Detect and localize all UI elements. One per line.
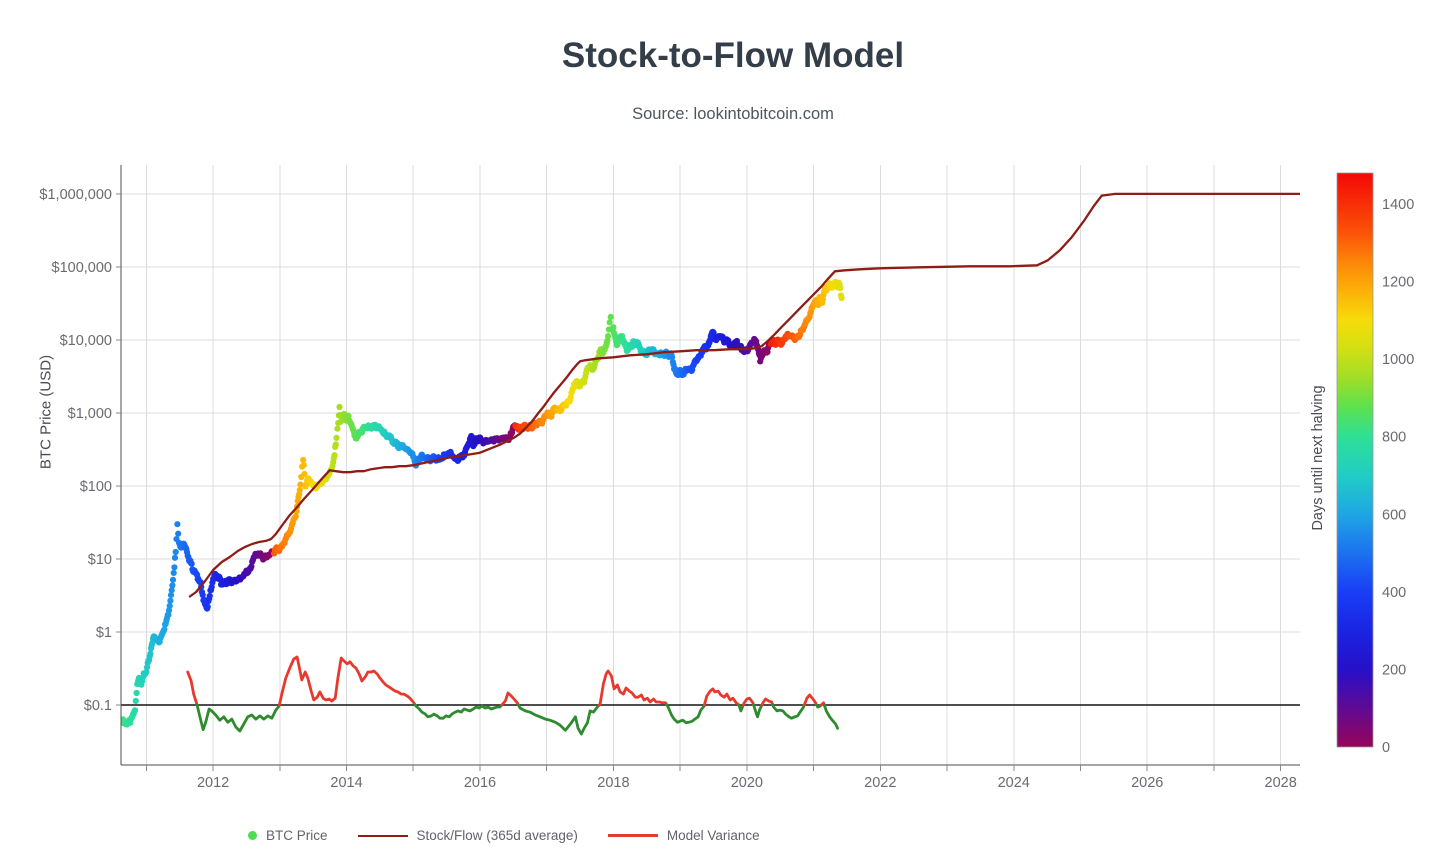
x-tick-label: 2022 bbox=[864, 775, 896, 791]
x-tick-label: 2024 bbox=[998, 775, 1030, 791]
legend-item-stock-flow[interactable]: Stock/Flow (365d average) bbox=[357, 828, 578, 843]
legend-label-btc-price: BTC Price bbox=[266, 828, 328, 843]
legend-item-btc-price[interactable]: BTC Price bbox=[248, 828, 328, 843]
y-tick-label: $10,000 bbox=[60, 333, 112, 349]
stock-flow-line-series[interactable] bbox=[188, 192, 1300, 598]
colorbar-tick-label: 800 bbox=[1382, 430, 1406, 446]
colorbar-tick-label: 1200 bbox=[1382, 275, 1414, 291]
colorbar-tick-label: 600 bbox=[1382, 507, 1406, 523]
colorbar-tick-label: 1400 bbox=[1382, 197, 1414, 213]
model-variance-series[interactable] bbox=[186, 655, 839, 736]
y-tick-label: $0.1 bbox=[84, 698, 112, 714]
colorbar-tick-label: 400 bbox=[1382, 585, 1406, 601]
legend: BTC Price Stock/Flow (365d average) Mode… bbox=[248, 828, 760, 843]
y-tick-label: $10 bbox=[88, 552, 112, 568]
stock-flow-line-icon bbox=[357, 834, 408, 837]
legend-label-model-variance: Model Variance bbox=[666, 828, 760, 843]
axes bbox=[116, 165, 1300, 771]
y-tick-label: $100 bbox=[80, 479, 112, 495]
chart-title: Stock-to-Flow Model bbox=[561, 36, 905, 75]
tick-labels: 2012 2014 2016 2018 2020 2022 2024 2026 2028 $0.1… bbox=[39, 187, 1296, 791]
x-tick-label: 2016 bbox=[464, 775, 496, 791]
colorbar-tick-label: 200 bbox=[1382, 662, 1406, 678]
y-tick-label: $1 bbox=[96, 625, 112, 641]
x-tick-label: 2020 bbox=[731, 775, 763, 791]
y-tick-label: $1,000,000 bbox=[39, 187, 112, 203]
colorbar-tick-label: 0 bbox=[1382, 740, 1390, 756]
chart-subtitle: Source: lookintobitcoin.com bbox=[632, 105, 834, 123]
x-tick-label: 2014 bbox=[330, 775, 362, 791]
gridlines bbox=[121, 165, 1300, 765]
x-tick-label: 2012 bbox=[197, 775, 229, 791]
btc-price-dot-icon bbox=[248, 831, 257, 840]
x-tick-label: 2018 bbox=[597, 775, 629, 791]
x-tick-label: 2026 bbox=[1131, 775, 1163, 791]
legend-item-model-variance[interactable]: Model Variance bbox=[607, 828, 760, 843]
legend-label-stock-flow: Stock/Flow (365d average) bbox=[416, 828, 578, 843]
model-variance-line-icon bbox=[607, 834, 658, 837]
y-tick-label: $1,000 bbox=[68, 406, 112, 422]
x-tick-label: 2028 bbox=[1265, 775, 1297, 791]
colorbar[interactable] bbox=[1336, 172, 1374, 748]
colorbar-tick-labels: 0 200 400 600 800 1000 1200 1400 bbox=[1382, 197, 1414, 756]
y-tick-label: $100,000 bbox=[52, 260, 112, 276]
colorbar-tick-label: 1000 bbox=[1382, 352, 1414, 368]
btc-price-scatter[interactable] bbox=[119, 278, 845, 728]
